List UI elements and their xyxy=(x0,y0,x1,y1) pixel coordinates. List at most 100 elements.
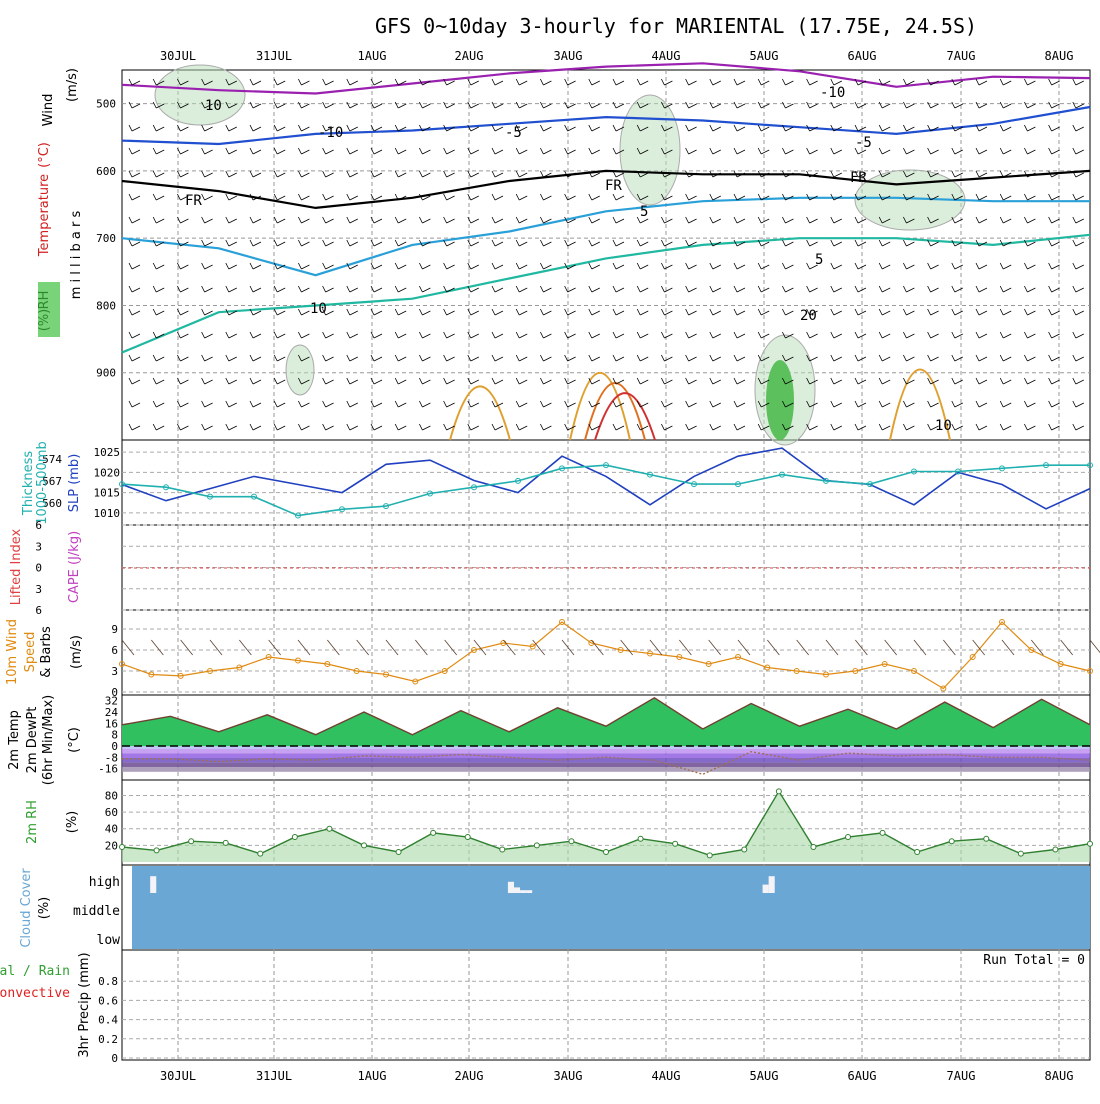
contour--5 xyxy=(121,105,1091,146)
warm-contour xyxy=(449,385,511,441)
wind-barb xyxy=(394,170,407,178)
wind-barb xyxy=(467,400,479,408)
wind-barb xyxy=(878,147,891,155)
wind-barb xyxy=(878,285,891,293)
wind-speed-point xyxy=(852,668,859,674)
wind-barb xyxy=(128,101,141,109)
wind-barb xyxy=(588,377,600,385)
wind-barb xyxy=(975,78,988,86)
wind-barb xyxy=(540,423,552,431)
wind-barb xyxy=(830,354,842,362)
wind-barb xyxy=(443,101,455,109)
wind-barb xyxy=(177,262,189,270)
wind-barb xyxy=(273,262,286,270)
wind-barb xyxy=(225,239,237,247)
wind-barb xyxy=(878,400,891,408)
wind-barb xyxy=(782,400,794,408)
wind10-barb xyxy=(855,639,868,656)
thickness-point xyxy=(999,465,1005,472)
wind-barb xyxy=(564,239,576,247)
wind-barb xyxy=(975,193,988,201)
wind-barb xyxy=(903,124,915,132)
wind-barb xyxy=(854,285,867,293)
wind-barb xyxy=(515,216,528,224)
wind-barb xyxy=(927,216,939,224)
wind-barb xyxy=(540,331,552,339)
thickness-point xyxy=(559,465,565,472)
wind-barb xyxy=(951,400,963,408)
wind-barb xyxy=(128,377,141,385)
temp-band xyxy=(122,753,1090,758)
wind-barb xyxy=(515,124,528,132)
wind-barb xyxy=(830,331,842,339)
date-label-top: 4AUG xyxy=(652,49,681,63)
wind-barb xyxy=(201,423,213,431)
wind-barb xyxy=(394,239,407,247)
wind-barb xyxy=(757,147,770,155)
wind-barb xyxy=(806,400,818,408)
chart-title: GFS 0~10day 3-hourly for MARIENTAL (17.7… xyxy=(375,14,977,38)
wind-barb xyxy=(1024,285,1036,293)
wind-barb xyxy=(1048,101,1060,109)
rh-point xyxy=(568,838,575,845)
wind10-barb xyxy=(180,639,193,656)
panel-frame xyxy=(121,69,1091,441)
wind-barb xyxy=(1048,193,1060,201)
wind-barb xyxy=(1024,124,1036,132)
wind-barb xyxy=(225,78,237,86)
wind-barb xyxy=(854,331,867,339)
wind-barb xyxy=(177,170,189,178)
wind-speed-point xyxy=(207,668,213,674)
wind10-barb xyxy=(913,639,927,656)
ylabel-wind10: (m/s) xyxy=(69,635,84,669)
wind-barb xyxy=(757,101,770,109)
wind-barb xyxy=(878,423,891,431)
wind-barb xyxy=(830,400,842,408)
wind-barb xyxy=(1072,193,1084,201)
wind-barb xyxy=(346,377,358,385)
wind-barb xyxy=(443,262,455,270)
wind-barb xyxy=(951,101,963,109)
wind-barb xyxy=(370,285,383,293)
wind-barb xyxy=(612,331,625,339)
wind-barb xyxy=(975,239,988,247)
wind-barb xyxy=(152,377,165,385)
wind-barb xyxy=(709,377,721,385)
wind-barb xyxy=(951,423,963,431)
wind-barb xyxy=(878,308,891,316)
wind-barb xyxy=(419,147,431,155)
wind-barb xyxy=(467,216,479,224)
wind-barb xyxy=(152,147,165,155)
date-label-bottom: 1AUG xyxy=(358,1069,387,1083)
date-label-bottom: 6AUG xyxy=(848,1069,877,1083)
wind-barb xyxy=(177,124,189,132)
wind-barb xyxy=(467,331,479,339)
rh-tick: 40 xyxy=(105,823,118,836)
wind10-barb xyxy=(649,639,663,656)
thickness-point xyxy=(515,477,521,484)
wind-barb xyxy=(564,170,576,178)
wind-barb xyxy=(927,308,939,316)
wind-barb xyxy=(152,285,165,293)
wind-barb xyxy=(322,285,334,293)
wind-barb xyxy=(999,400,1012,408)
wind-barb xyxy=(975,354,988,362)
contour-label: 5 xyxy=(640,204,648,220)
wind-barb xyxy=(685,78,697,86)
wind-barb xyxy=(467,101,479,109)
rh-point xyxy=(291,834,298,841)
rh-point xyxy=(983,835,990,842)
rh-point xyxy=(637,835,644,842)
wind-barb xyxy=(685,377,697,385)
ylabel-cape: CAPE (J/kg) xyxy=(67,531,82,603)
ylabel-wind10: 10m Wind xyxy=(5,619,20,685)
wind-barb xyxy=(273,285,286,293)
wind-barb xyxy=(903,101,915,109)
thickness-tick: 560 xyxy=(42,497,62,510)
temp-tick: -16 xyxy=(98,763,118,776)
wind-barb xyxy=(273,239,286,247)
thickness-point xyxy=(1043,462,1049,469)
wind-barb xyxy=(249,354,262,362)
wind-barb xyxy=(370,78,383,86)
wind-barb xyxy=(588,423,600,431)
